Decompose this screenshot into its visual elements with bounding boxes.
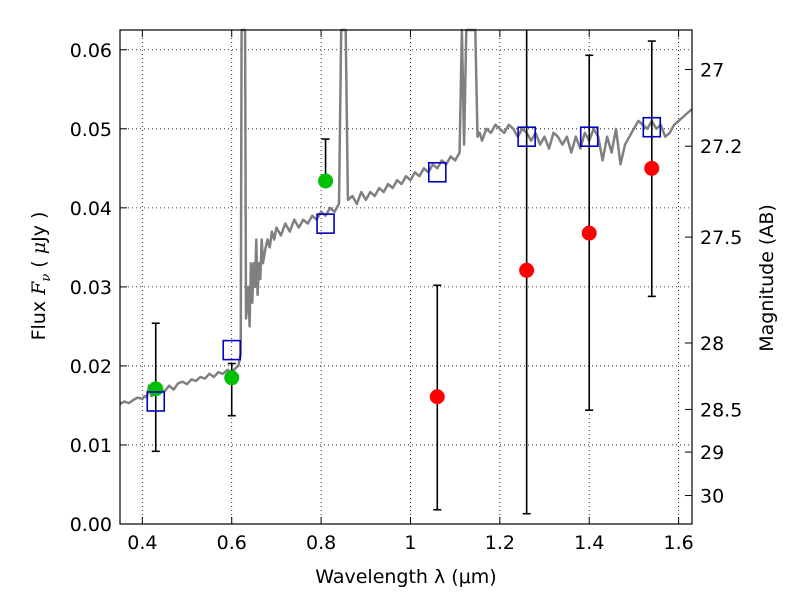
data-point bbox=[224, 370, 240, 386]
y2-tick-label: 28 bbox=[700, 333, 724, 355]
grid bbox=[120, 30, 692, 525]
y-tick-label: 0.05 bbox=[70, 119, 112, 141]
model-point bbox=[579, 126, 599, 148]
model-point bbox=[427, 161, 447, 183]
x-tick-label: 1 bbox=[404, 532, 416, 554]
ticks bbox=[120, 30, 692, 525]
data-point bbox=[581, 225, 597, 241]
model-point bbox=[316, 213, 335, 234]
x-tick-label: 1.6 bbox=[663, 532, 693, 554]
x-tick-label: 0.6 bbox=[217, 532, 247, 554]
y-tick-label: 0.02 bbox=[70, 356, 112, 378]
y2-axis-title: Magnitude (AB) bbox=[756, 204, 778, 352]
x-tick-label: 0.8 bbox=[306, 532, 336, 554]
y-axis-title: Flux Fν ( μJy ) bbox=[28, 212, 54, 341]
y2-tick-label: 27.2 bbox=[700, 136, 742, 158]
x-tick-label: 1.2 bbox=[485, 532, 515, 554]
data-point bbox=[429, 389, 445, 405]
y-tick-label: 0.04 bbox=[70, 198, 112, 220]
errorbar-layer bbox=[151, 30, 656, 515]
data-point bbox=[148, 381, 164, 397]
tick-labels: 0.4 0.6 0.8 1 1.2 1.4 1.6 0.00 0.01 0.02 0.03 0.04 0… bbox=[70, 40, 743, 554]
y-tick-label: 0.00 bbox=[70, 514, 112, 536]
y-tick-label: 0.01 bbox=[70, 435, 112, 457]
y-tick-label: 0.06 bbox=[70, 40, 112, 62]
plot-frame bbox=[119, 29, 693, 525]
y-axis-title-subscript: ν bbox=[39, 274, 54, 282]
y2-tick-label: 28.5 bbox=[700, 399, 742, 421]
x-tick-label: 1.4 bbox=[574, 532, 604, 554]
y2-tick-label: 30 bbox=[700, 486, 724, 508]
data-point bbox=[318, 173, 334, 189]
data-point bbox=[644, 160, 660, 176]
y-axis-title-pre: Flux bbox=[28, 295, 50, 341]
y2-tick-label: 29 bbox=[700, 442, 724, 464]
spectrum-layer bbox=[119, 28, 693, 406]
model-point bbox=[222, 339, 242, 361]
y2-tick-label: 27 bbox=[700, 60, 724, 82]
model-point bbox=[642, 116, 662, 138]
y-axis-title-mu: μ bbox=[28, 242, 50, 254]
y-tick-label: 0.03 bbox=[70, 277, 112, 299]
y-axis-title-unit: Jy ) bbox=[28, 212, 50, 243]
marker-layer bbox=[146, 116, 662, 412]
data-point bbox=[519, 262, 535, 278]
x-axis-title: Wavelength λ (μm) bbox=[315, 566, 496, 588]
y-axis-title-post: ( bbox=[28, 254, 50, 274]
model-point bbox=[146, 391, 166, 412]
y2-tick-label: 27.5 bbox=[700, 227, 742, 249]
y-axis-title-symbol: F bbox=[28, 281, 50, 296]
model-point bbox=[517, 126, 536, 148]
spectrum-line bbox=[119, 28, 693, 406]
x-tick-label: 0.4 bbox=[127, 532, 157, 554]
